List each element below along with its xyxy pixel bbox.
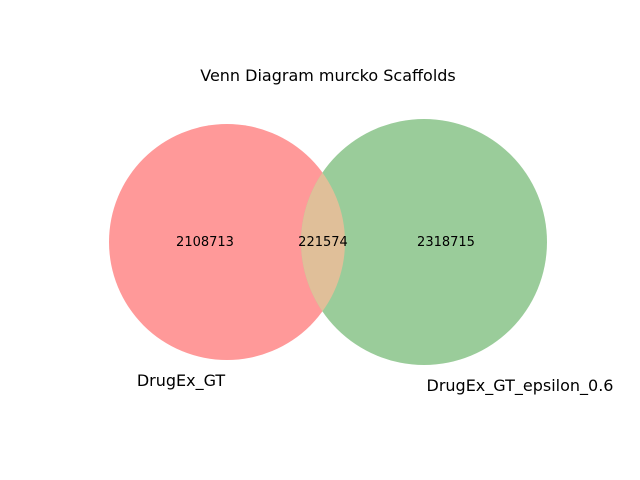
set-b-circle [301,119,547,365]
set-a-circle [109,124,345,360]
intersection-count: 221574 [298,235,348,250]
set-a-label: DrugEx_GT [137,371,226,391]
diagram-title: Venn Diagram murcko Scaffolds [200,66,456,85]
set-b-only-count: 2318715 [417,235,475,250]
set-a-only-count: 2108713 [176,235,234,250]
set-b-label: DrugEx_GT_epsilon_0.6 [427,376,614,396]
